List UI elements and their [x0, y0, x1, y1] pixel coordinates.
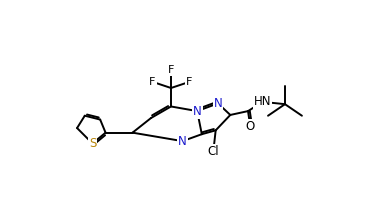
Text: F: F [149, 77, 156, 87]
Text: S: S [89, 137, 96, 150]
Text: N: N [193, 104, 202, 118]
Text: O: O [246, 120, 255, 133]
Text: HN: HN [254, 95, 272, 108]
Text: Cl: Cl [207, 145, 219, 158]
Text: F: F [168, 65, 174, 75]
Text: N: N [214, 97, 222, 110]
Text: F: F [186, 77, 193, 87]
Text: N: N [178, 135, 187, 148]
